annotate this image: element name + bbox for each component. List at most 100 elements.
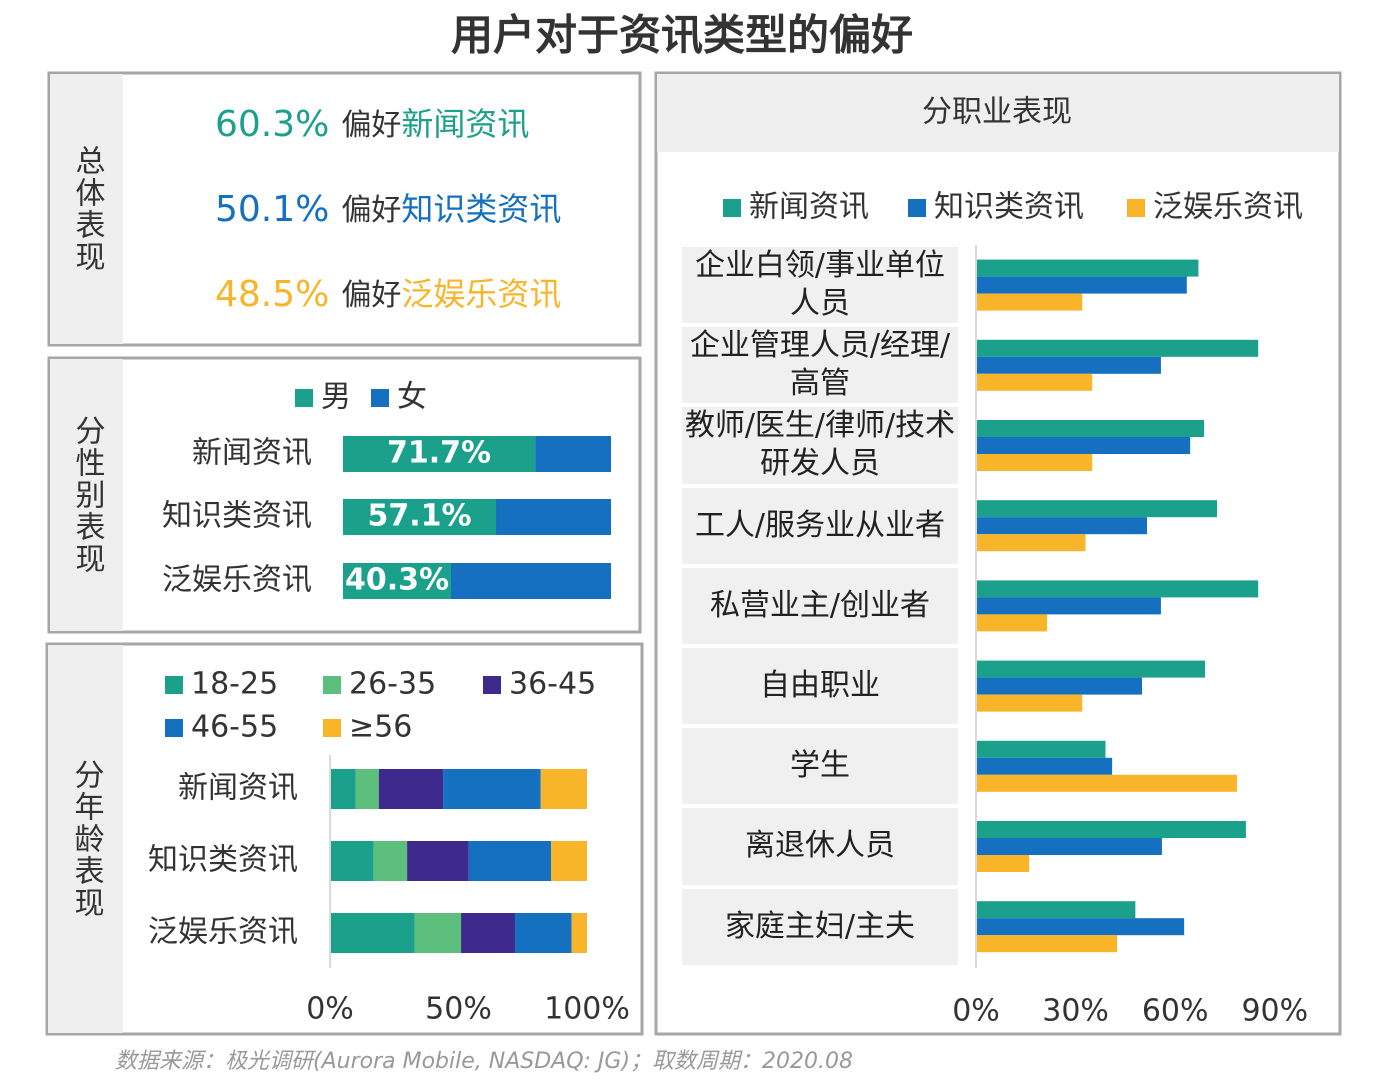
legend-label: 36-45 bbox=[509, 667, 596, 702]
bar-segment bbox=[451, 563, 611, 599]
bar-segment bbox=[407, 841, 469, 881]
overall-value: 48.5% bbox=[215, 274, 329, 315]
bar bbox=[976, 276, 1187, 294]
panel-label: 分职业表现 bbox=[922, 95, 1072, 130]
panel-strip bbox=[50, 359, 123, 631]
bar bbox=[976, 534, 1086, 552]
y-tick-label: 教师/医生/律师/技术研发人员 bbox=[682, 407, 958, 484]
bar-segment bbox=[330, 841, 374, 881]
overall-value: 50.1% bbox=[215, 189, 329, 230]
legend-swatch bbox=[908, 199, 926, 217]
overall-item: 48.5% 偏好泛娱乐资讯 bbox=[215, 274, 561, 315]
x-tick-label: 0% bbox=[952, 994, 1000, 1029]
bar bbox=[976, 259, 1199, 277]
panel bbox=[45, 642, 644, 1036]
bar bbox=[976, 597, 1161, 615]
x-tick-label: 30% bbox=[1042, 994, 1109, 1029]
y-tick-label: 企业白领/事业单位人员 bbox=[682, 247, 958, 324]
bar-segment bbox=[515, 913, 572, 953]
bar bbox=[976, 694, 1083, 712]
bar bbox=[976, 918, 1185, 936]
y-tick-label: 离退休人员 bbox=[682, 808, 958, 885]
x-tick-label: 50% bbox=[425, 992, 492, 1027]
legend-label: 男 bbox=[321, 380, 351, 415]
bar bbox=[976, 339, 1259, 357]
overall-item: 60.3% 偏好新闻资讯 bbox=[215, 104, 529, 145]
legend-label: 26-35 bbox=[349, 667, 436, 702]
bar bbox=[976, 855, 1030, 872]
bar bbox=[976, 740, 1106, 758]
legend-label: ≥56 bbox=[349, 710, 412, 745]
bar bbox=[976, 677, 1142, 695]
bar bbox=[976, 757, 1113, 775]
legend-label: 新闻资讯 bbox=[749, 190, 869, 225]
legend-label: 泛娱乐资讯 bbox=[1153, 190, 1303, 225]
bar bbox=[976, 935, 1118, 953]
bar bbox=[976, 454, 1093, 471]
panel-label: 分年龄表现 bbox=[68, 759, 104, 919]
panel-strip bbox=[50, 74, 123, 344]
y-tick-label: 私营业主/创业者 bbox=[682, 567, 958, 644]
y-tick-label: 知识类资讯 bbox=[162, 499, 312, 534]
bar bbox=[976, 517, 1147, 535]
y-tick-label: 新闻资讯 bbox=[192, 436, 312, 471]
legend-swatch bbox=[483, 676, 501, 694]
x-tick-label: 100% bbox=[544, 992, 630, 1027]
y-tick-label: 家庭主妇/主夫 bbox=[682, 888, 958, 965]
bar-segment bbox=[414, 913, 462, 953]
bar bbox=[976, 774, 1237, 792]
bar-segment bbox=[355, 769, 379, 809]
overall-text: 偏好 bbox=[341, 193, 401, 228]
y-tick-label: 学生 bbox=[682, 728, 958, 805]
bar bbox=[976, 373, 1093, 391]
bar-segment bbox=[443, 769, 541, 809]
bar-segment bbox=[330, 769, 356, 809]
panel-strip bbox=[48, 645, 123, 1033]
overall-text: 偏好 bbox=[341, 278, 401, 313]
legend-swatch bbox=[165, 676, 183, 694]
bar-segment bbox=[540, 769, 587, 809]
legend-label: 46-55 bbox=[191, 710, 278, 745]
value-label: 57.1% bbox=[367, 499, 471, 534]
bar bbox=[976, 500, 1218, 518]
bar bbox=[976, 821, 1246, 838]
overall-text: 偏好 bbox=[341, 108, 401, 143]
panel-label: 分性别表现 bbox=[69, 415, 105, 575]
overall-item: 50.1% 偏好知识类资讯 bbox=[215, 189, 561, 230]
bar-segment bbox=[551, 841, 587, 881]
x-tick-label: 0% bbox=[306, 992, 354, 1027]
overall-name: 新闻资讯 bbox=[401, 105, 529, 143]
y-tick-label: 新闻资讯 bbox=[178, 771, 298, 806]
y-tick-label: 泛娱乐资讯 bbox=[162, 563, 312, 598]
bar-segment bbox=[343, 436, 536, 472]
bar bbox=[976, 420, 1205, 437]
y-tick-label: 工人/服务业从业者 bbox=[682, 487, 958, 564]
y-tick-label: 知识类资讯 bbox=[148, 843, 298, 878]
legend-swatch bbox=[723, 199, 741, 217]
legend-swatch bbox=[323, 676, 341, 694]
x-tick-label: 60% bbox=[1142, 994, 1209, 1029]
legend-swatch bbox=[165, 719, 183, 737]
legend-swatch bbox=[323, 719, 341, 737]
bar-segment bbox=[378, 769, 444, 809]
bar-segment bbox=[535, 436, 611, 472]
source-note: 数据来源：极光调研(Aurora Mobile, NASDAQ: JG)；取数周… bbox=[115, 1049, 853, 1074]
bar-segment bbox=[343, 499, 497, 535]
y-tick-label: 泛娱乐资讯 bbox=[148, 915, 298, 950]
legend-label: 18-25 bbox=[191, 667, 278, 702]
legend-swatch bbox=[295, 389, 313, 407]
overall-name: 泛娱乐资讯 bbox=[401, 275, 561, 313]
value-label: 40.3% bbox=[345, 563, 449, 598]
panel-header bbox=[657, 74, 1339, 152]
bar bbox=[976, 660, 1206, 678]
value-label: 71.7% bbox=[387, 436, 491, 471]
panel-label: 总体表现 bbox=[69, 145, 105, 273]
bar-segment bbox=[571, 913, 587, 953]
bar-segment bbox=[468, 841, 552, 881]
page-title: 用户对于资讯类型的偏好 bbox=[451, 11, 913, 60]
bar-segment bbox=[461, 913, 516, 953]
legend-label: 女 bbox=[397, 380, 427, 415]
bar bbox=[976, 356, 1161, 374]
